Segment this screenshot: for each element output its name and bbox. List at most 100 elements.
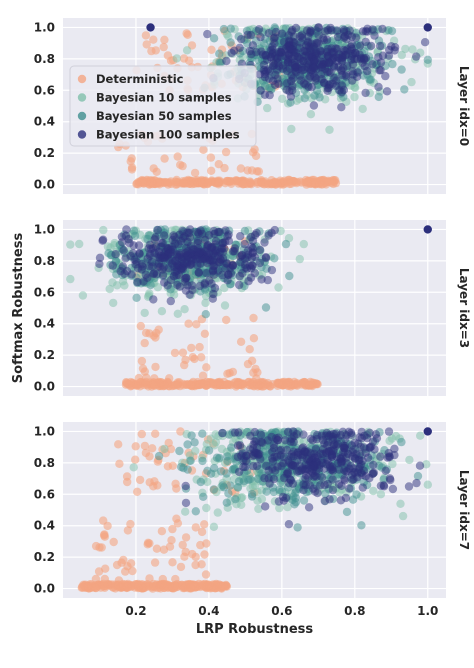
- data-point: [283, 58, 293, 67]
- data-point: [200, 520, 209, 529]
- data-point: [297, 466, 306, 475]
- data-point: [134, 373, 144, 383]
- data-point: [129, 463, 138, 472]
- legend-label: Bayesian 50 samples: [96, 109, 232, 123]
- data-point: [157, 527, 167, 536]
- data-point: [423, 480, 432, 489]
- data-point: [267, 265, 277, 275]
- data-point: [304, 503, 314, 512]
- data-point: [203, 243, 212, 252]
- y-tick-label: 0.8: [34, 456, 55, 470]
- data-point: [271, 434, 281, 443]
- data-point: [139, 277, 148, 286]
- data-point: [135, 475, 145, 485]
- data-point: [397, 65, 406, 74]
- data-point: [153, 253, 163, 262]
- data-point: [78, 291, 88, 300]
- data-point: [130, 231, 140, 241]
- data-point: [347, 441, 356, 450]
- data-point: [214, 160, 223, 169]
- data-point: [237, 250, 247, 260]
- y-tick-label: 0.4: [34, 519, 55, 533]
- data-point: [209, 485, 218, 494]
- data-point: [172, 175, 181, 185]
- data-point: [299, 430, 308, 439]
- data-point: [299, 239, 308, 249]
- data-point: [269, 487, 278, 497]
- data-point: [420, 38, 430, 47]
- data-point: [100, 530, 109, 539]
- data-point: [404, 482, 414, 491]
- data-point: [291, 498, 301, 507]
- data-point: [287, 450, 296, 459]
- data-point: [247, 492, 257, 501]
- data-point: [309, 461, 318, 470]
- data-point: [173, 379, 182, 389]
- panel-2: 0.0 0.2 0.4 0.6 0.8 1.0 Layer idx=7 0.2 0.4 0.6 0.…: [34, 422, 471, 618]
- x-tick-label: 0.2: [125, 604, 146, 618]
- data-point: [314, 30, 323, 40]
- data-point: [202, 269, 211, 278]
- data-point: [246, 30, 255, 40]
- data-point: [412, 52, 421, 61]
- data-point: [117, 232, 127, 241]
- data-point: [151, 46, 160, 55]
- data-point: [90, 583, 99, 592]
- data-point: [160, 444, 169, 454]
- data-point: [103, 521, 112, 531]
- data-point: [307, 380, 316, 389]
- data-point: [132, 179, 141, 189]
- data-point: [370, 445, 379, 454]
- data-point: [205, 276, 214, 285]
- data-point: [263, 103, 272, 113]
- data-point: [243, 359, 253, 369]
- data-point: [413, 471, 423, 481]
- x-tick-label: 0.6: [271, 604, 292, 618]
- data-point: [358, 58, 367, 67]
- y-tick-label: 0.8: [34, 52, 55, 66]
- data-point: [149, 176, 159, 185]
- data-point: [220, 301, 230, 310]
- data-point: [284, 31, 293, 40]
- data-point: [151, 582, 160, 592]
- data-point: [186, 249, 195, 258]
- data-point: [123, 526, 133, 535]
- data-point: [223, 276, 232, 285]
- data-point: [133, 264, 143, 273]
- data-point: [237, 500, 246, 509]
- data-point: [347, 55, 356, 64]
- data-point: [140, 367, 149, 376]
- data-point: [262, 487, 271, 496]
- data-point: [323, 86, 332, 96]
- data-point: [148, 444, 157, 453]
- data-point: [180, 305, 189, 314]
- data-point: [303, 63, 312, 72]
- data-point: [215, 453, 224, 463]
- data-point: [322, 428, 331, 438]
- data-point: [141, 31, 151, 40]
- data-point: [183, 440, 192, 449]
- legend-marker: [77, 93, 87, 102]
- data-point: [111, 250, 120, 259]
- data-point: [255, 245, 265, 254]
- data-point: [214, 178, 223, 187]
- data-point: [244, 475, 253, 485]
- y-tick-label: 0.6: [34, 487, 55, 501]
- data-point: [255, 258, 265, 268]
- data-point: [126, 377, 135, 387]
- data-point: [247, 166, 257, 175]
- data-point: [195, 342, 204, 352]
- data-point: [319, 78, 329, 87]
- y-tick-label: 0.0: [34, 178, 55, 192]
- data-point: [228, 247, 238, 256]
- data-point: [172, 484, 181, 493]
- data-point: [149, 295, 158, 304]
- data-point: [191, 507, 200, 516]
- data-point: [307, 83, 316, 92]
- data-point: [127, 154, 136, 163]
- data-point: [201, 298, 210, 308]
- data-point: [222, 315, 231, 325]
- data-point: [423, 427, 432, 436]
- data-point: [190, 168, 200, 178]
